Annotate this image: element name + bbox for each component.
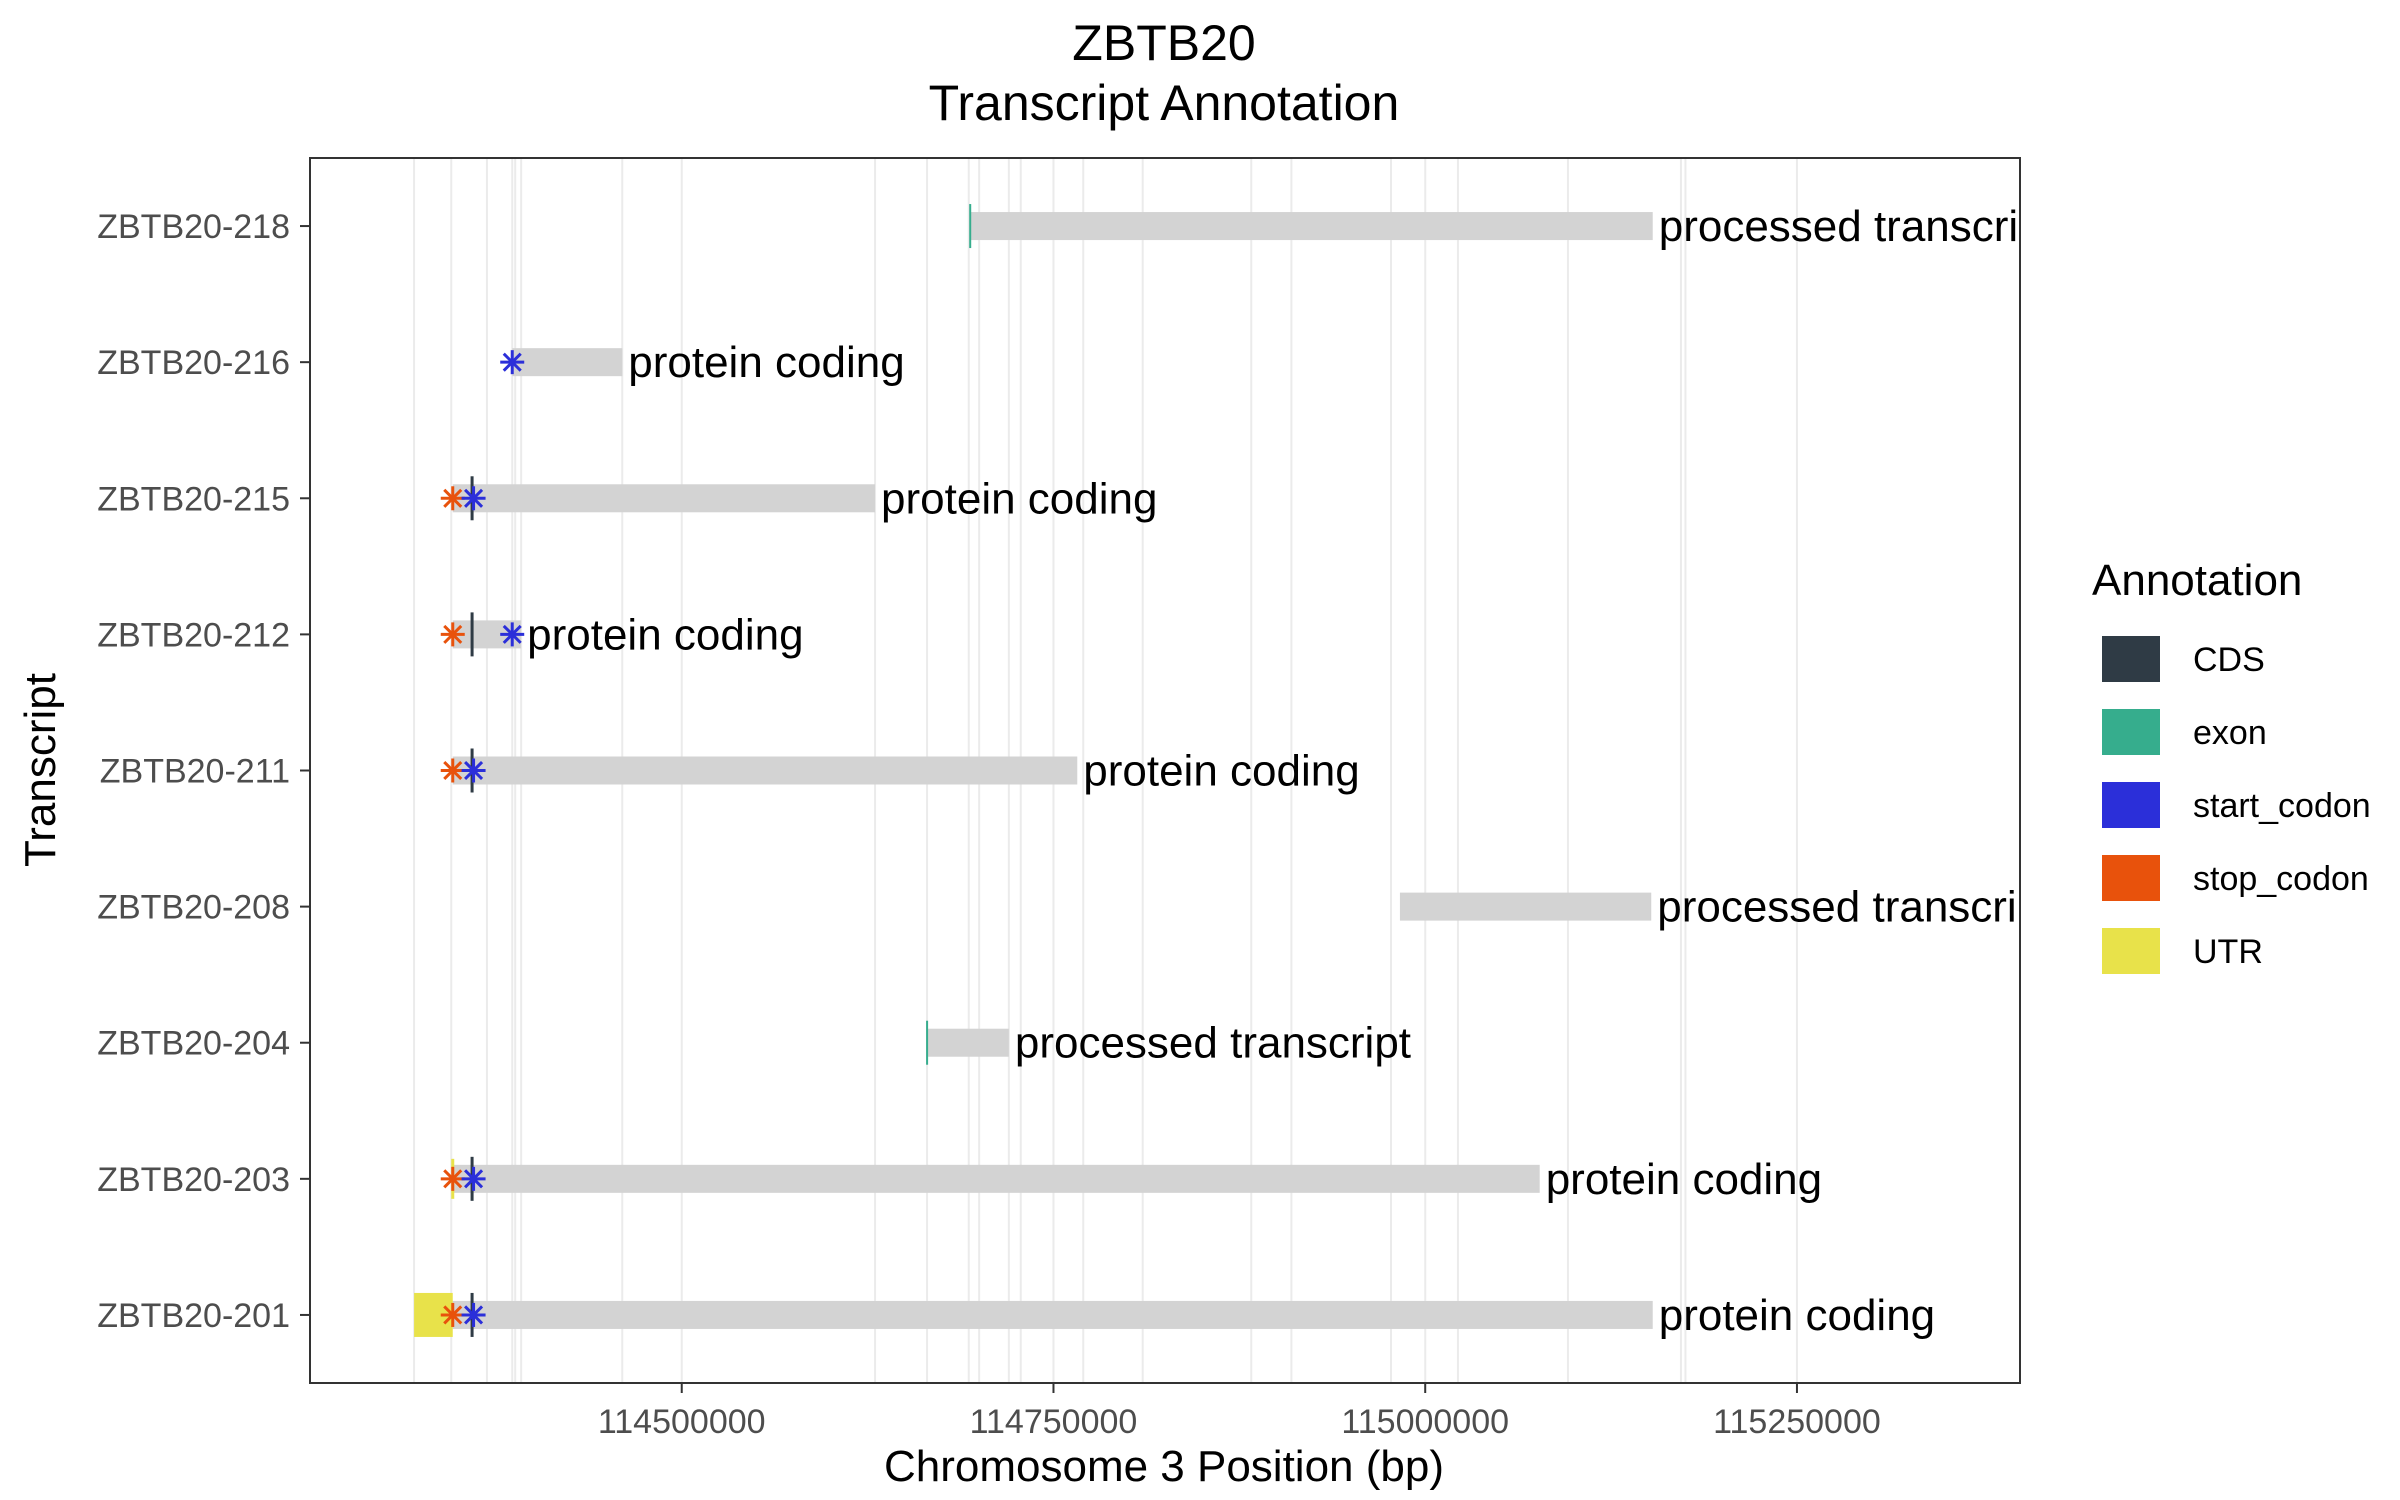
start-codon-marker-stroke [502, 352, 522, 372]
y-tick-label: ZBTB20-212 [97, 616, 290, 654]
start-codon-marker [500, 622, 525, 647]
stop-codon-marker-stroke [443, 624, 463, 644]
y-tick-label: ZBTB20-208 [97, 889, 290, 927]
legend-swatch [2102, 782, 2160, 828]
y-tick-label: ZBTB20-215 [97, 480, 290, 518]
biotype-label: protein coding [1659, 1291, 1935, 1340]
legend-item-UTR: UTR [2102, 928, 2263, 974]
x-tick-label: 114750000 [970, 1403, 1138, 1441]
transcript-row-ZBTB20-216: protein coding [500, 338, 905, 387]
transcript-tracks: processed transcript protein coding protei… [414, 202, 2055, 1340]
x-axis: 114500000 114750000 115000000 115250000 [598, 1383, 1881, 1441]
legend-swatch [2102, 928, 2160, 974]
stop-codon-marker-stroke [443, 760, 463, 781]
legend-swatch [2102, 855, 2160, 901]
x-tick-label: 115250000 [1713, 1403, 1881, 1441]
start-codon-marker-stroke [464, 760, 484, 781]
y-tick-label: ZBTB20-218 [97, 208, 290, 246]
start-codon-marker-stroke [464, 1169, 484, 1189]
legend-label: start_codon [2193, 787, 2371, 825]
transcript-bar [927, 1028, 1009, 1057]
legend-label: CDS [2193, 641, 2265, 679]
transcript-bar [512, 348, 623, 377]
transcript-row-ZBTB20-218: processed transcript [969, 202, 2055, 251]
legend-label: exon [2193, 714, 2267, 752]
biotype-label: processed transcript [1015, 1019, 1411, 1068]
legend: Annotation CDS exon start_codon stop_codon U… [2092, 556, 2371, 974]
biotype-label: processed transcript [1659, 202, 2055, 251]
transcript-bar [452, 1300, 1653, 1329]
chart-title-line1: ZBTB20 [1072, 15, 1255, 71]
x-tick-label: 114500000 [598, 1403, 766, 1441]
legend-label: stop_codon [2193, 860, 2369, 898]
transcript-row-ZBTB20-211: protein coding [440, 747, 1360, 796]
transcript-row-ZBTB20-215: protein coding [440, 474, 1157, 523]
stop-codon-marker-stroke [443, 1169, 463, 1189]
y-axis-title: Transcript [16, 673, 65, 867]
legend-item-CDS: CDS [2102, 636, 2265, 682]
y-tick-label: ZBTB20-204 [97, 1025, 290, 1063]
biotype-label: protein coding [881, 474, 1157, 523]
transcript-row-ZBTB20-203: protein coding [440, 1155, 1822, 1204]
y-tick-label: ZBTB20-203 [97, 1161, 290, 1199]
transcript-row-ZBTB20-208: processed transcript [1399, 883, 2053, 932]
y-tick-label: ZBTB20-211 [100, 753, 290, 791]
transcript-bar [452, 484, 876, 513]
stop-codon-marker-stroke [443, 488, 463, 508]
stop-codon-marker [440, 1166, 465, 1191]
transcript-row-ZBTB20-204: processed transcript [926, 1019, 1411, 1068]
y-tick-label: ZBTB20-201 [97, 1297, 290, 1335]
start-codon-marker [461, 1166, 486, 1191]
transcript-bar [452, 756, 1078, 785]
legend-item-exon: exon [2102, 709, 2267, 755]
start-codon-marker [461, 486, 486, 511]
start-codon-marker [461, 1302, 486, 1327]
y-axis: ZBTB20-218 ZBTB20-216 ZBTB20-215 ZBTB20-212… [97, 208, 310, 1335]
legend-swatch [2102, 709, 2160, 755]
transcript-bar [1399, 892, 1652, 921]
stop-codon-marker-stroke [443, 1305, 463, 1325]
start-codon-marker-stroke [464, 1305, 484, 1325]
y-tick-label: ZBTB20-216 [97, 344, 290, 382]
legend-title: Annotation [2092, 556, 2302, 605]
x-tick-label: 115000000 [1341, 1403, 1509, 1441]
legend-item-stop_codon: stop_codon [2102, 855, 2369, 901]
transcript-row-ZBTB20-201: protein coding [414, 1291, 1935, 1340]
stop-codon-marker [440, 1302, 465, 1327]
biotype-label: protein coding [628, 338, 904, 387]
chart-title-line2: Transcript Annotation [929, 75, 1400, 131]
transcript-bar [452, 1164, 1540, 1193]
legend-swatch [2102, 636, 2160, 682]
transcript-bar [970, 212, 1653, 241]
biotype-label: protein coding [1083, 747, 1359, 796]
biotype-label: processed transcript [1657, 883, 2053, 932]
x-axis-title: Chromosome 3 Position (bp) [884, 1442, 1444, 1491]
start-codon-marker [461, 758, 486, 783]
stop-codon-marker [440, 758, 465, 783]
legend-label: UTR [2193, 933, 2263, 971]
stop-codon-marker [440, 622, 465, 647]
stop-codon-marker [440, 486, 465, 511]
biotype-label: protein coding [1546, 1155, 1822, 1204]
start-codon-marker [500, 350, 525, 375]
legend-item-start_codon: start_codon [2102, 782, 2371, 828]
start-codon-marker-stroke [464, 488, 484, 508]
start-codon-marker-stroke [502, 624, 522, 644]
biotype-label: protein coding [527, 610, 803, 659]
transcript-row-ZBTB20-212: protein coding [440, 610, 804, 659]
